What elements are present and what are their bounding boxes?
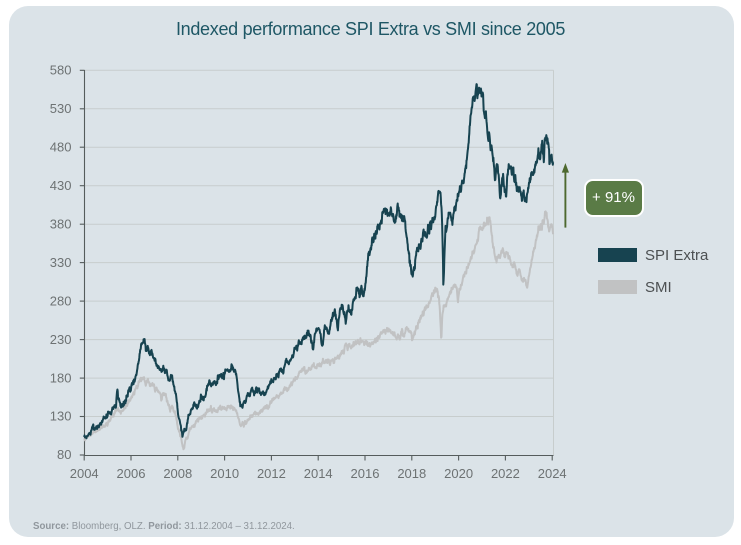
svg-text:230: 230: [50, 332, 72, 347]
svg-text:180: 180: [50, 370, 72, 385]
svg-text:330: 330: [50, 255, 72, 270]
svg-text:280: 280: [50, 293, 72, 308]
svg-text:2008: 2008: [163, 466, 192, 481]
svg-text:2018: 2018: [397, 466, 426, 481]
svg-text:2020: 2020: [444, 466, 473, 481]
svg-text:2024: 2024: [538, 466, 567, 481]
svg-text:130: 130: [50, 409, 72, 424]
svg-text:430: 430: [50, 178, 72, 193]
svg-text:480: 480: [50, 139, 72, 154]
svg-text:80: 80: [57, 447, 71, 462]
svg-text:530: 530: [50, 101, 72, 116]
svg-text:580: 580: [50, 63, 72, 78]
svg-text:2004: 2004: [70, 466, 99, 481]
svg-text:2016: 2016: [351, 466, 380, 481]
svg-text:2010: 2010: [210, 466, 239, 481]
svg-text:2022: 2022: [491, 466, 520, 481]
svg-text:380: 380: [50, 216, 72, 231]
svg-text:2014: 2014: [304, 466, 333, 481]
svg-text:2012: 2012: [257, 466, 286, 481]
svg-text:2006: 2006: [117, 466, 146, 481]
